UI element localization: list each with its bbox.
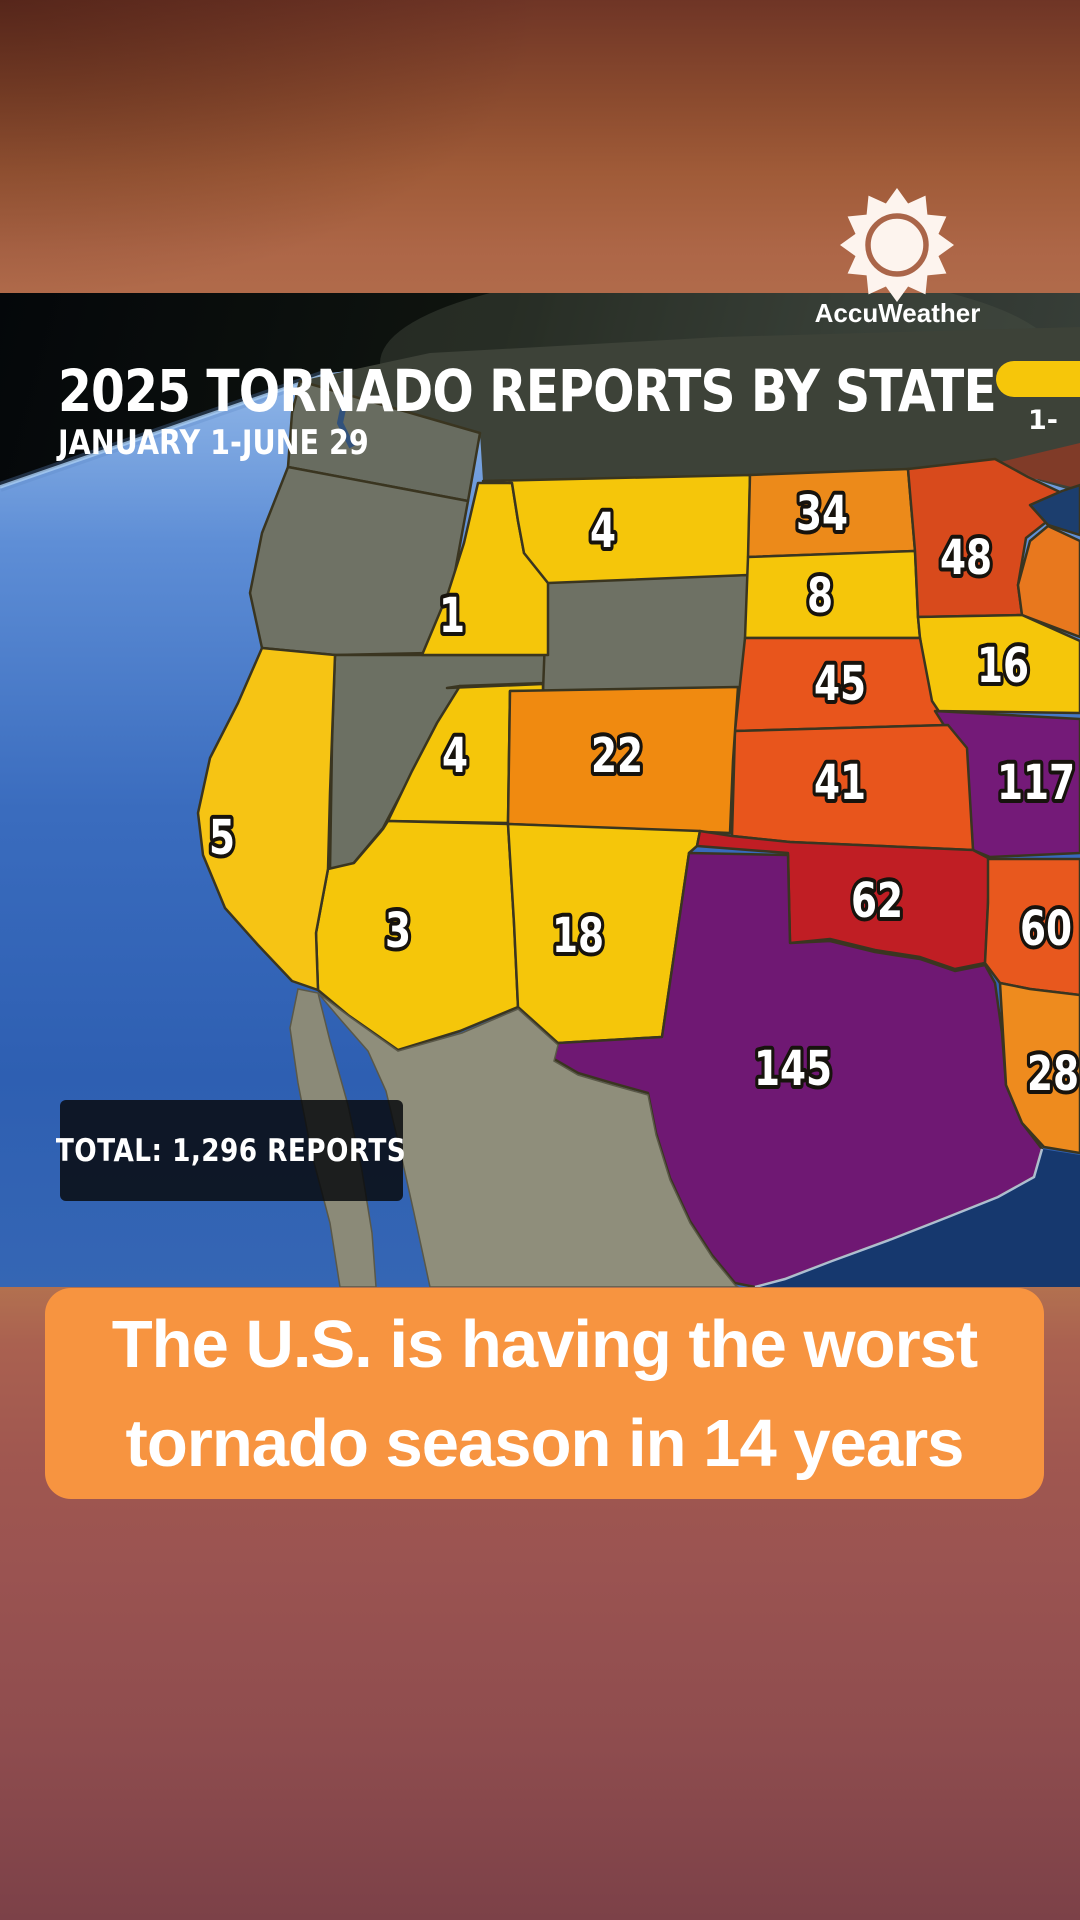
state-report-count: 62 xyxy=(851,874,903,930)
state-report-count: 18 xyxy=(552,909,604,965)
legend-label: 1- xyxy=(1028,405,1058,436)
accuweather-logo: AccuWeather xyxy=(800,180,995,330)
caption-line-2: tornado season in 14 years xyxy=(125,1406,965,1481)
state-report-count: 8 xyxy=(807,569,833,625)
us-tornado-map: 5 1 4 4 3 18 22 34 8 48 16 45 41 117 62 60 28 145 xyxy=(0,293,1080,1287)
state-report-count: 1 xyxy=(439,589,465,645)
state-report-count: 22 xyxy=(591,729,643,785)
sun-icon xyxy=(840,188,954,302)
state-report-count: 145 xyxy=(754,1042,832,1098)
state-california xyxy=(196,646,337,992)
state-louisiana xyxy=(998,981,1080,1155)
legend-swatch xyxy=(996,361,1080,397)
caption-card: The U.S. is having the worst tornado sea… xyxy=(45,1288,1044,1499)
lake-superior xyxy=(1028,483,1080,537)
state-report-count: 48 xyxy=(940,531,992,587)
state-report-count: 34 xyxy=(796,487,848,543)
gulf-coastline xyxy=(754,1148,1044,1287)
state-report-count: 3 xyxy=(385,904,411,960)
state-report-count: 41 xyxy=(814,756,866,812)
globe-limb xyxy=(0,371,331,489)
total-reports-badge: TOTAL: 1,296 REPORTS xyxy=(56,1100,406,1201)
state-report-count: 5 xyxy=(209,811,235,867)
caption-line-1: The U.S. is having the worst xyxy=(111,1307,978,1382)
state-report-count: 60 xyxy=(1020,902,1072,958)
canada-terrain xyxy=(300,327,1080,493)
total-reports-text: TOTAL: 1,296 REPORTS xyxy=(56,1132,407,1169)
state-report-count: 4 xyxy=(590,504,616,560)
map-title: 2025 TORNADO REPORTS BY STATE xyxy=(58,357,997,425)
state-report-count: 28 xyxy=(1027,1047,1079,1103)
state-report-count: 45 xyxy=(814,657,866,713)
state-report-count: 117 xyxy=(997,756,1075,812)
tornado-map-graphic: 5 1 4 4 3 18 22 34 8 48 16 45 41 117 62 60 28 145 2025 TO… xyxy=(0,293,1080,1287)
state-wyoming xyxy=(541,573,750,693)
map-subtitle: JANUARY 1-JUNE 29 xyxy=(58,423,369,463)
state-report-labels: 5 1 4 4 3 18 22 34 8 48 16 45 41 117 62 60 28 145 xyxy=(205,483,1080,1106)
gulf-of-mexico xyxy=(755,1149,1080,1287)
state-minnesota xyxy=(906,457,1064,619)
puget-sound xyxy=(337,394,355,449)
brand-wordmark: AccuWeather xyxy=(814,298,981,328)
state-report-count: 16 xyxy=(977,639,1029,695)
state-colorado xyxy=(506,685,740,835)
state-report-count: 4 xyxy=(442,729,468,785)
